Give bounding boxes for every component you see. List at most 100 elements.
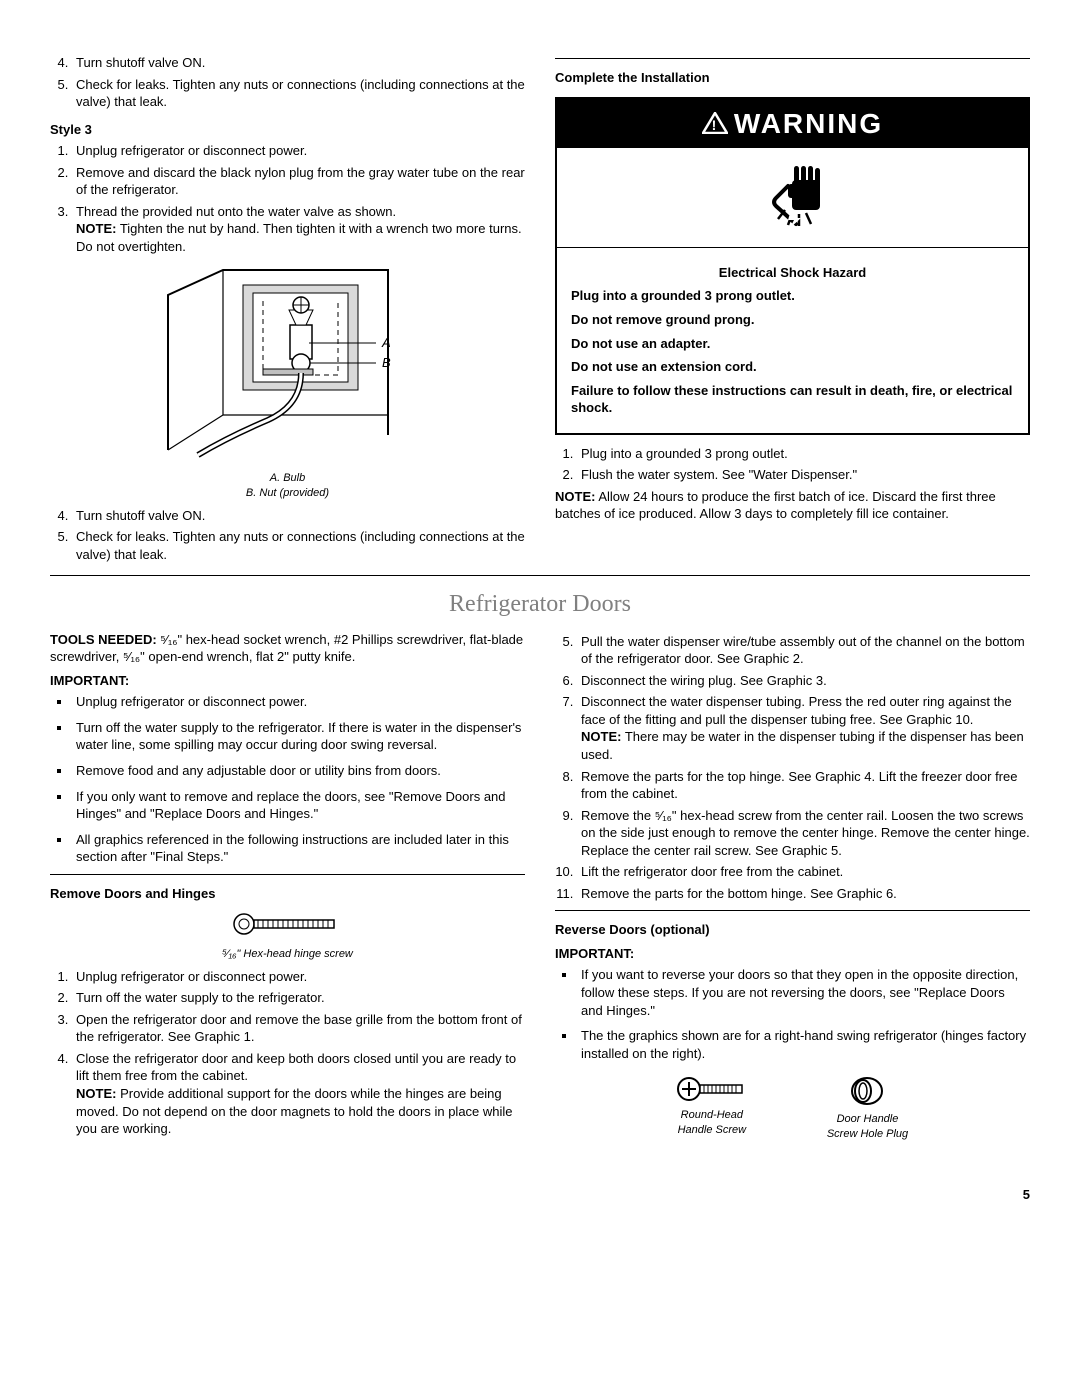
text: Open the refrigerator door and remove th… <box>76 1012 522 1045</box>
left-column-top: Turn shutoff valve ON. Check for leaks. … <box>50 50 525 567</box>
text: Remove the parts for the bottom hinge. S… <box>581 886 897 901</box>
note-label: NOTE: <box>76 1086 116 1101</box>
list-item: Turn shutoff valve ON. <box>72 507 525 525</box>
complete-heading: Complete the Installation <box>555 69 1030 87</box>
warning-header: ! WARNING <box>557 99 1028 149</box>
reverse-heading: Reverse Doors (optional) <box>555 921 1030 939</box>
list-item: If you only want to remove and replace t… <box>72 788 525 823</box>
hw-caption: Door Handle <box>827 1112 908 1127</box>
list-item: Close the refrigerator door and keep bot… <box>72 1050 525 1138</box>
hinge-screw-diagram: ⁵⁄₁₆" Hex-head hinge screw <box>50 912 525 961</box>
warning-line: Do not use an extension cord. <box>571 358 1014 376</box>
hw-caption: Round-Head <box>677 1108 747 1123</box>
right-column-bottom: Pull the water dispenser wire/tube assem… <box>555 629 1030 1146</box>
list-item: Unplug refrigerator or disconnect power. <box>72 693 525 711</box>
text: Check for leaks. Tighten any nuts or con… <box>76 529 525 562</box>
list-item: Turn off the water supply to the refrige… <box>72 989 525 1007</box>
text: Turn shutoff valve ON. <box>76 55 205 70</box>
list-item: Thread the provided nut onto the water v… <box>72 203 525 256</box>
hazard-title: Electrical Shock Hazard <box>571 264 1014 282</box>
text: Disconnect the wiring plug. See Graphic … <box>581 673 827 688</box>
text: The the graphics shown are for a right-h… <box>581 1028 1026 1061</box>
text: Flush the water system. See "Water Dispe… <box>581 467 857 482</box>
svg-text:A: A <box>381 335 391 350</box>
important-label: IMPORTANT: <box>555 945 1030 963</box>
shock-icon <box>557 148 1028 248</box>
caption-a: A. Bulb <box>270 472 305 484</box>
warning-body: Electrical Shock Hazard Plug into a grou… <box>557 248 1028 433</box>
svg-text:B: B <box>382 355 391 370</box>
remove-heading: Remove Doors and Hinges <box>50 885 525 903</box>
text: Unplug refrigerator or disconnect power. <box>76 969 307 984</box>
list-item: Check for leaks. Tighten any nuts or con… <box>72 528 525 563</box>
list-item: Turn shutoff valve ON. <box>72 54 525 72</box>
text: Lift the refrigerator door free from the… <box>581 864 843 879</box>
svg-text:!: ! <box>711 117 718 133</box>
text: Allow 24 hours to produce the first batc… <box>555 489 996 522</box>
list-item: Unplug refrigerator or disconnect power. <box>72 968 525 986</box>
list-item: Remove food and any adjustable door or u… <box>72 762 525 780</box>
text: Disconnect the water dispenser tubing. P… <box>581 694 1012 727</box>
warning-line: Do not remove ground prong. <box>571 311 1014 329</box>
list-item: Plug into a grounded 3 prong outlet. <box>577 445 1030 463</box>
note-label: NOTE: <box>581 729 621 744</box>
list-item: Open the refrigerator door and remove th… <box>72 1011 525 1046</box>
text: Remove and discard the black nylon plug … <box>76 165 525 198</box>
warning-line: Plug into a grounded 3 prong outlet. <box>571 287 1014 305</box>
style3-heading: Style 3 <box>50 121 525 139</box>
list-item: Remove the parts for the bottom hinge. S… <box>577 885 1030 903</box>
text: Remove the ⁵⁄₁₆" hex-head screw from the… <box>581 808 1030 858</box>
text: Thread the provided nut onto the water v… <box>76 204 396 219</box>
text: There may be water in the dispenser tubi… <box>581 729 1024 762</box>
text: If you only want to remove and replace t… <box>76 789 506 822</box>
hardware-row: Round-Head Handle Screw Door Handle Scre… <box>555 1076 1030 1142</box>
warning-line: Do not use an adapter. <box>571 335 1014 353</box>
text: Turn shutoff valve ON. <box>76 508 205 523</box>
list-item: Remove the ⁵⁄₁₆" hex-head screw from the… <box>577 807 1030 860</box>
text: Unplug refrigerator or disconnect power. <box>76 694 307 709</box>
warning-label: WARNING <box>734 105 883 143</box>
list-item: Disconnect the water dispenser tubing. P… <box>577 693 1030 763</box>
list-item: Pull the water dispenser wire/tube assem… <box>577 633 1030 668</box>
text: Turn off the water supply to the refrige… <box>76 720 521 753</box>
text: Turn off the water supply to the refrige… <box>76 990 325 1005</box>
note-label: NOTE: <box>555 489 595 504</box>
doors-section: TOOLS NEEDED: ⁵⁄₁₆" hex-head socket wren… <box>50 629 1030 1146</box>
caption-b: B. Nut (provided) <box>246 487 329 499</box>
text: Check for leaks. Tighten any nuts or con… <box>76 77 525 110</box>
list-item: Turn off the water supply to the refrige… <box>72 719 525 754</box>
hole-plug-icon: Door Handle Screw Hole Plug <box>827 1076 908 1142</box>
text: If you want to reverse your doors so tha… <box>581 967 1018 1017</box>
round-head-screw-icon: Round-Head Handle Screw <box>677 1076 747 1142</box>
note-label: NOTE: <box>76 221 116 236</box>
list-item: Remove and discard the black nylon plug … <box>72 164 525 199</box>
right-column-top: Complete the Installation ! WARNING <box>555 50 1030 567</box>
tools-label: TOOLS NEEDED: <box>50 632 157 647</box>
list-item: Flush the water system. See "Water Dispe… <box>577 466 1030 484</box>
list-item: If you want to reverse your doors so tha… <box>577 966 1030 1019</box>
warning-line: Failure to follow these instructions can… <box>571 382 1014 417</box>
list-item: Remove the parts for the top hinge. See … <box>577 768 1030 803</box>
text: Pull the water dispenser wire/tube assem… <box>581 634 1025 667</box>
text: Tighten the nut by hand. Then tighten it… <box>76 221 522 254</box>
list-item: All graphics referenced in the following… <box>72 831 525 866</box>
list-item: Unplug refrigerator or disconnect power. <box>72 142 525 160</box>
text: Remove the parts for the top hinge. See … <box>581 769 1017 802</box>
list-item: Lift the refrigerator door free from the… <box>577 863 1030 881</box>
section-title: Refrigerator Doors <box>50 588 1030 620</box>
text: Provide additional support for the doors… <box>76 1086 513 1136</box>
screw-caption: ⁵⁄₁₆" Hex-head hinge screw <box>50 947 525 962</box>
list-item: Disconnect the wiring plug. See Graphic … <box>577 672 1030 690</box>
warning-box: ! WARNING <box>555 97 1030 435</box>
text: Unplug refrigerator or disconnect power. <box>76 143 307 158</box>
list-item: Check for leaks. Tighten any nuts or con… <box>72 76 525 111</box>
text: Plug into a grounded 3 prong outlet. <box>581 446 788 461</box>
valve-diagram: A B A. Bulb B. Nut (provided) <box>50 265 525 500</box>
important-label: IMPORTANT: <box>50 672 525 690</box>
text: Close the refrigerator door and keep bot… <box>76 1051 516 1084</box>
top-section: Turn shutoff valve ON. Check for leaks. … <box>50 50 1030 567</box>
text: Remove food and any adjustable door or u… <box>76 763 441 778</box>
list-item: The the graphics shown are for a right-h… <box>577 1027 1030 1062</box>
page-number: 5 <box>50 1186 1030 1204</box>
hw-caption: Screw Hole Plug <box>827 1127 908 1142</box>
